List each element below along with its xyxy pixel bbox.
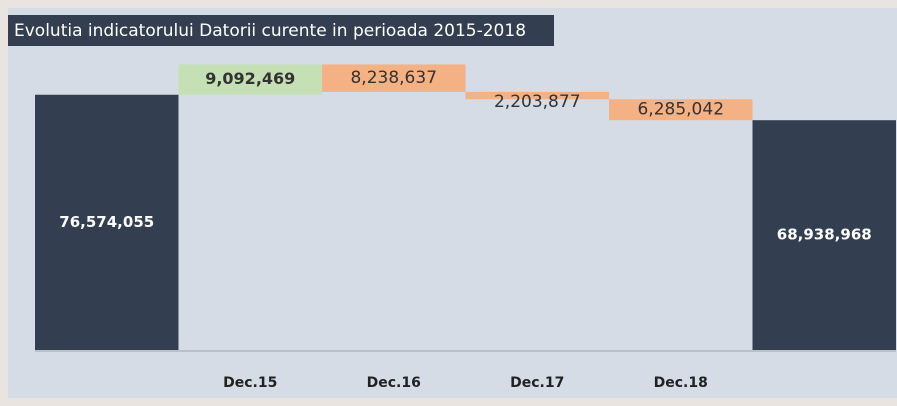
bar	[752, 120, 896, 351]
data-label: 76,574,055	[59, 213, 154, 231]
data-label: 6,285,042	[637, 100, 724, 120]
bar	[609, 99, 753, 121]
data-label: 8,238,637	[350, 68, 437, 88]
bar	[178, 64, 322, 95]
chart-title: Evolutia indicatorului Datorii curente i…	[14, 21, 526, 41]
x-tick-label: Dec.18	[654, 375, 708, 391]
x-tick-label: Dec.16	[367, 375, 421, 391]
bar	[465, 91, 609, 100]
bar	[322, 64, 466, 92]
x-tick-label: Dec.17	[510, 375, 564, 391]
data-label: 2,203,877	[494, 92, 581, 112]
bar	[35, 94, 179, 351]
data-label: 9,092,469	[205, 69, 295, 88]
data-label: 68,938,968	[777, 226, 872, 244]
x-tick-label: Dec.15	[223, 375, 277, 391]
title-box	[8, 15, 554, 46]
